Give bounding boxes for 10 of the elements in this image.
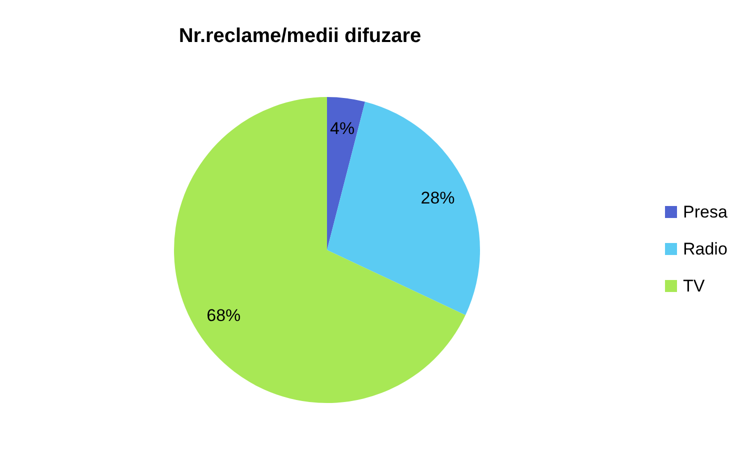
data-label: 28% [420,188,455,208]
legend-label: Radio [683,240,728,258]
chart-title: Nr.reclame/medii difuzare [178,25,422,47]
data-label: 68% [206,306,241,326]
legend-label: Presa [683,202,728,222]
pie-slice [327,97,366,250]
data-label: 4% [330,119,355,138]
pie-slice [174,97,466,403]
legend-label: TV [683,276,706,296]
pie-slice [327,102,480,316]
